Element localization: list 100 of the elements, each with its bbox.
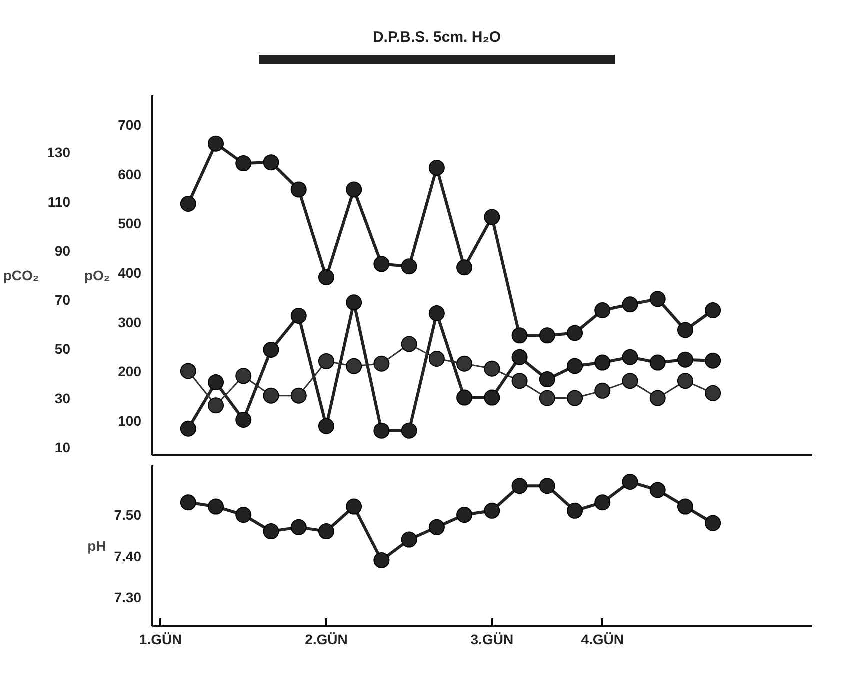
point bbox=[456, 507, 473, 524]
point bbox=[705, 515, 722, 532]
point bbox=[677, 498, 694, 515]
point bbox=[318, 418, 334, 434]
point bbox=[567, 358, 584, 374]
point bbox=[180, 196, 196, 212]
point bbox=[512, 328, 528, 344]
point bbox=[484, 502, 500, 519]
point bbox=[567, 325, 584, 342]
y-tick-label: 300 bbox=[118, 314, 142, 330]
y-tick-label: 7.40 bbox=[114, 548, 142, 564]
point bbox=[236, 507, 252, 524]
point bbox=[456, 260, 473, 276]
point bbox=[567, 502, 584, 519]
point bbox=[318, 524, 334, 540]
y2-tick-label: 30 bbox=[54, 390, 71, 406]
point bbox=[594, 302, 611, 318]
point bbox=[401, 532, 418, 548]
point bbox=[180, 494, 196, 511]
point bbox=[208, 498, 224, 515]
point bbox=[263, 154, 280, 171]
point bbox=[705, 302, 722, 318]
point bbox=[677, 373, 694, 390]
point bbox=[705, 352, 722, 369]
point bbox=[428, 519, 445, 536]
point bbox=[539, 478, 556, 494]
point bbox=[594, 382, 611, 399]
point bbox=[374, 356, 390, 372]
point bbox=[512, 478, 528, 494]
point bbox=[346, 182, 362, 198]
point bbox=[650, 482, 666, 498]
point bbox=[512, 349, 528, 366]
point bbox=[290, 308, 307, 324]
y-tick-label: 7.50 bbox=[114, 507, 142, 524]
point bbox=[401, 422, 418, 439]
point bbox=[622, 349, 638, 366]
point bbox=[622, 474, 638, 490]
x-tick-label: 2.GÜN bbox=[305, 632, 348, 648]
point bbox=[290, 388, 307, 404]
point bbox=[401, 258, 418, 275]
x-tick-label: 3.GÜN bbox=[470, 632, 514, 648]
point bbox=[290, 182, 307, 198]
point bbox=[318, 269, 334, 286]
point bbox=[705, 385, 722, 402]
point bbox=[236, 156, 252, 172]
y-tick-label: 7.30 bbox=[114, 590, 142, 606]
point bbox=[374, 552, 390, 568]
point bbox=[650, 291, 666, 308]
point bbox=[484, 390, 500, 406]
x-tick-label: 1.GÜN bbox=[139, 632, 182, 648]
point bbox=[428, 305, 445, 322]
point bbox=[622, 373, 638, 390]
point bbox=[456, 356, 473, 372]
point bbox=[567, 390, 584, 406]
point bbox=[263, 524, 280, 540]
y2-tick-label: 70 bbox=[54, 292, 71, 308]
y-tick-label: 700 bbox=[118, 117, 142, 134]
point bbox=[208, 136, 224, 152]
point bbox=[236, 412, 252, 428]
point bbox=[428, 160, 445, 176]
y-tick-label: 200 bbox=[118, 364, 142, 380]
x-tick-label: 4.GÜN bbox=[581, 632, 624, 648]
y2-tick-label: 130 bbox=[47, 144, 71, 161]
y-tick-label: 100 bbox=[118, 412, 142, 429]
text: D.P.B.S. 5cm. H₂O bbox=[372, 28, 502, 48]
point bbox=[208, 398, 224, 414]
point bbox=[650, 390, 666, 406]
y2-tick-label: 110 bbox=[48, 194, 71, 210]
point bbox=[512, 373, 528, 390]
y2-tick-label: 10 bbox=[54, 439, 71, 456]
y-axis-title: pO₂ bbox=[84, 268, 110, 284]
point bbox=[594, 494, 611, 511]
point bbox=[263, 388, 280, 404]
point bbox=[346, 358, 362, 374]
point bbox=[539, 390, 556, 406]
point bbox=[374, 256, 390, 272]
y-tick-label: 500 bbox=[118, 216, 142, 232]
y2-tick-label: 50 bbox=[54, 341, 71, 358]
point bbox=[180, 420, 196, 437]
point bbox=[236, 368, 252, 384]
y-tick-label: 600 bbox=[118, 166, 142, 182]
point bbox=[208, 374, 224, 390]
point bbox=[290, 519, 307, 536]
point bbox=[677, 322, 694, 338]
point bbox=[539, 328, 556, 344]
point bbox=[650, 354, 666, 371]
point bbox=[622, 296, 638, 313]
y2-axis-title: pCO₂ bbox=[3, 268, 40, 284]
point bbox=[677, 352, 694, 368]
point bbox=[484, 209, 500, 226]
point bbox=[346, 294, 362, 311]
y-axis-title: pH bbox=[88, 538, 106, 554]
point bbox=[428, 351, 445, 367]
point bbox=[456, 390, 473, 406]
point bbox=[594, 354, 611, 371]
point bbox=[539, 372, 556, 388]
point bbox=[401, 336, 418, 352]
point bbox=[374, 422, 390, 439]
y-tick-label: 400 bbox=[118, 265, 142, 282]
point bbox=[180, 363, 196, 380]
